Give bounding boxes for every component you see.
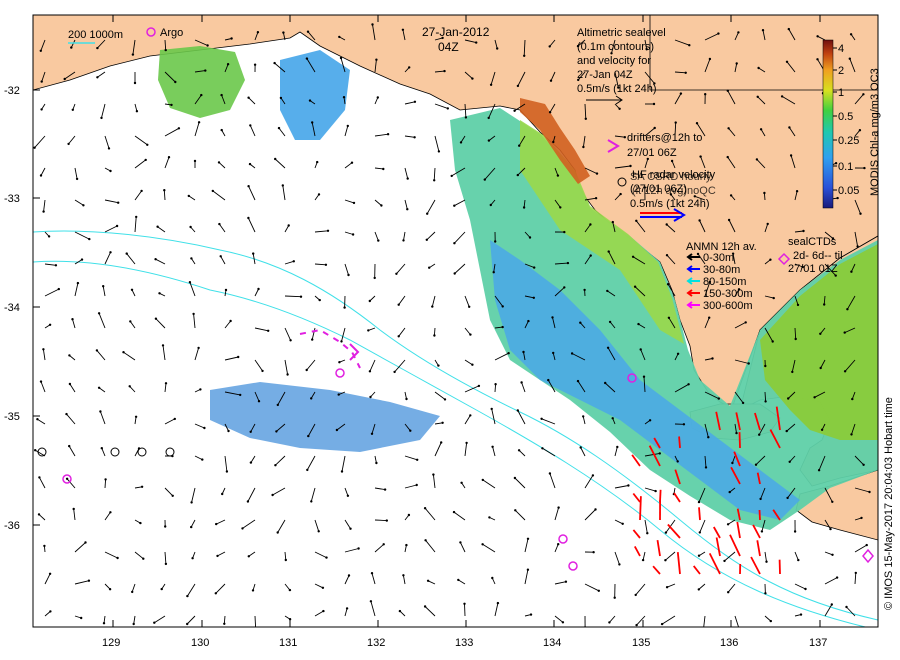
colorbar: 4 2 1 0.5 0.25 0.1 0.05 MODIS Chl-a mg/m3 OC3 [822, 39, 881, 209]
drifter-track [299, 328, 361, 369]
map-border [32, 14, 879, 628]
chlorophyll-gulf [760, 244, 878, 440]
colorbar-tick: 1 [838, 87, 844, 99]
drifters-note: drifters@12h to 27/01 06Z [607, 132, 702, 159]
colorbar-tick: 0.5 [838, 111, 853, 123]
argo-floats [62, 368, 637, 571]
map-date: 27-Jan-2012 [422, 25, 490, 39]
lat-tick-label: -34 [4, 302, 20, 314]
argo-legend-label: Argo [160, 27, 183, 39]
anmn-legend-item: 150-300m [703, 288, 753, 300]
hf-radar-note: HF radar velocity SA CSRD hourly (27/01 … [630, 169, 716, 222]
chlorophyll-offshore [490, 240, 800, 520]
longitude-axis: 129 130 131 132 133 134 135 136 137 [102, 15, 827, 649]
lon-tick-label: 132 [367, 637, 385, 649]
drifter-head [349, 343, 360, 361]
chlorophyll-coastal-high [520, 98, 590, 184]
svg-text:sealCTDs: sealCTDs [788, 236, 837, 248]
colorbar-tick: 4 [838, 43, 844, 55]
map-time: 04Z [438, 40, 459, 54]
svg-text:ANMN 12h av.: ANMN 12h av. [686, 241, 757, 253]
credit-text: © IMOS 15-May-2017 20:04:03 Hobart time [883, 397, 895, 610]
lon-tick-label: 133 [455, 637, 473, 649]
colorbar-tick: 0.05 [838, 185, 859, 197]
lat-tick-label: -32 [4, 85, 20, 97]
lon-tick-label: 131 [279, 637, 297, 649]
svg-text:27/01 06Z: 27/01 06Z [627, 147, 677, 159]
anmn-legend-item: 0-30m [703, 252, 734, 264]
latitude-axis: -32 -33 -34 -35 -36 [4, 85, 40, 532]
argo-legend-icon [146, 27, 156, 37]
seal-ctd-marker [862, 548, 874, 564]
altimetry-note: Altimetric sealevel (0.1m contours) and … [577, 27, 666, 105]
seal-ctd-legend: sealCTDs 2d- 6d-- til 27/01 01Z [777, 236, 843, 275]
chlorophyll-mid-patch [280, 50, 350, 140]
svg-text:(27/01 06Z): (27/01 06Z) [630, 183, 687, 195]
svg-text:HF radar velocity: HF radar velocity [632, 169, 716, 181]
lat-tick-label: -33 [4, 193, 20, 205]
lon-tick-label: 137 [809, 637, 827, 649]
lat-tick-label: -36 [4, 520, 20, 532]
anmn-legend-item: 80-150m [703, 276, 746, 288]
colorbar-tick: 2 [838, 65, 844, 77]
colorbar-tick: 0.25 [838, 135, 859, 147]
svg-text:0.5m/s (1kt 24h): 0.5m/s (1kt 24h) [577, 83, 656, 95]
velocity-vectors [33, 23, 871, 627]
lon-tick-label: 136 [720, 637, 738, 649]
lat-tick-label: -35 [4, 411, 20, 423]
lon-tick-label: 134 [543, 637, 561, 649]
anmn-legend-item: 300-600m [703, 300, 753, 312]
anmn-legend-item: 30-80m [703, 264, 740, 276]
svg-text:27/01 01Z: 27/01 01Z [788, 263, 838, 275]
svg-text:27-Jan 04Z: 27-Jan 04Z [577, 69, 633, 81]
lon-tick-label: 135 [632, 637, 650, 649]
anmn-legend: ANMN 12h av. 0-30m30-80m80-150m150-300m3… [686, 241, 757, 312]
lon-tick-label: 130 [191, 637, 209, 649]
isobath-legend-label: 200 1000m [68, 29, 123, 41]
colorbar-tick: 0.1 [838, 161, 853, 173]
svg-text:(lt 12h avg)noQC: (lt 12h avg)noQC [632, 185, 716, 197]
svg-text:SA CSRD hourly: SA CSRD hourly [630, 171, 712, 183]
moorings [37, 177, 627, 457]
svg-text:and velocity for: and velocity for [577, 55, 651, 67]
svg-text:drifters@12h to: drifters@12h to [627, 132, 702, 144]
svg-text:0.5m/s (1kt 24h): 0.5m/s (1kt 24h) [630, 198, 709, 210]
svg-text:(0.1m contours): (0.1m contours) [577, 41, 654, 53]
svg-text:2d- 6d-- til: 2d- 6d-- til [793, 250, 843, 262]
colorbar-title: MODIS Chl-a mg/m3 OC3 [869, 68, 881, 196]
lon-tick-label: 129 [102, 637, 120, 649]
hf-radar-vectors [631, 406, 781, 575]
chlorophyll-inshore [520, 120, 684, 344]
chlorophyll-ribbon [210, 382, 440, 452]
svg-text:Altimetric sealevel: Altimetric sealevel [577, 27, 666, 39]
